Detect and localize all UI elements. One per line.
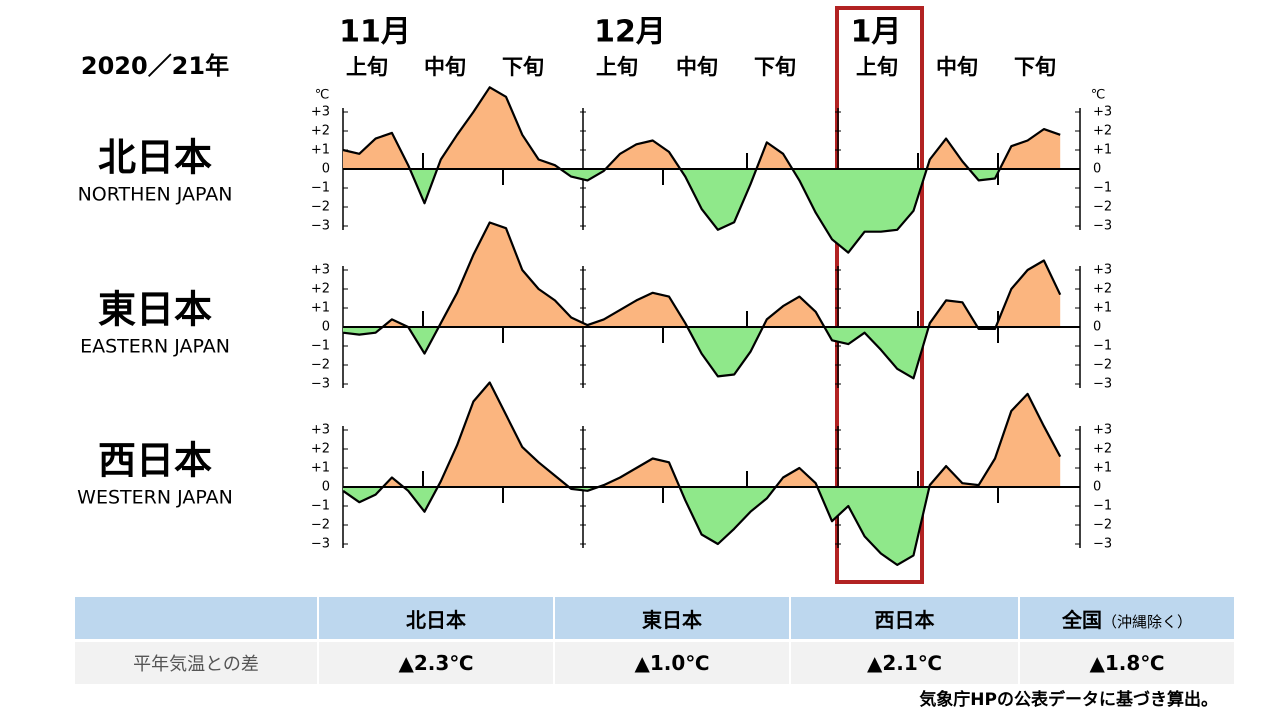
y-tick-label: −1 <box>1093 339 1112 354</box>
value-cell: ▲2.3℃ <box>317 640 554 687</box>
y-tick-label: +2 <box>1093 442 1112 457</box>
y-tick-label: 0 <box>1093 320 1101 335</box>
y-tick-label: +3 <box>1093 263 1112 278</box>
panel-subtitle: EASTERN JAPAN <box>80 336 230 358</box>
y-tick-label: +1 <box>1093 143 1112 158</box>
y-tick-label: −1 <box>311 181 330 196</box>
y-tick-label: −2 <box>311 200 330 215</box>
dekad-label: 上旬 <box>346 55 388 79</box>
y-tick-label: −2 <box>311 518 330 533</box>
y-tick-label: −2 <box>311 358 330 373</box>
y-tick-label: +3 <box>1093 105 1112 120</box>
panel-title: 北日本 <box>98 136 212 180</box>
y-tick-label: +3 <box>311 263 330 278</box>
y-tick-label: 0 <box>322 320 330 335</box>
dekad-label: 上旬 <box>596 55 638 79</box>
y-tick-label: −3 <box>1093 537 1112 552</box>
header-cell: 東日本 <box>553 597 790 642</box>
dekad-label: 中旬 <box>676 55 718 79</box>
y-tick-label: −2 <box>1093 518 1112 533</box>
value-cell: ▲1.0℃ <box>553 640 790 687</box>
y-tick-label: +1 <box>311 461 330 476</box>
row-label: 平年気温との差 <box>73 640 318 687</box>
y-tick-label: −1 <box>311 339 330 354</box>
y-tick-label: 0 <box>322 480 330 495</box>
y-tick-label: 0 <box>1093 162 1101 177</box>
panel-subtitle: WESTERN JAPAN <box>77 487 233 509</box>
positive-area <box>343 222 1061 327</box>
header-note: （沖縄除く） <box>1101 612 1192 631</box>
y-tick-label: +1 <box>311 301 330 316</box>
footnote: 気象庁HPの公表データに基づき算出。 <box>919 690 1218 710</box>
y-tick-label: −3 <box>311 219 330 234</box>
y-tick-label: +2 <box>311 124 330 139</box>
y-tick-label: −3 <box>311 537 330 552</box>
header-text: 全国 <box>1061 607 1102 632</box>
y-tick-label: +2 <box>1093 282 1112 297</box>
month-label: 12月 <box>594 15 666 50</box>
y-tick-label: 0 <box>1093 480 1101 495</box>
y-tick-label: −3 <box>1093 219 1112 234</box>
unit-label: ℃ <box>315 88 330 103</box>
y-tick-label: −3 <box>1093 377 1112 392</box>
month-label: 1月 <box>851 15 902 50</box>
y-tick-label: +2 <box>311 442 330 457</box>
y-tick-label: +1 <box>1093 301 1112 316</box>
anomaly-line <box>342 86 1061 254</box>
header-cell: 全国（沖縄除く） <box>1018 597 1234 642</box>
y-tick-label: +2 <box>1093 124 1112 139</box>
highlight-box <box>835 6 924 584</box>
dekad-label: 下旬 <box>1014 55 1056 79</box>
y-tick-label: +2 <box>311 282 330 297</box>
panel-subtitle: NORTHEN JAPAN <box>78 184 233 206</box>
dekad-label: 下旬 <box>502 55 544 79</box>
y-tick-label: −2 <box>1093 358 1112 373</box>
y-tick-label: −1 <box>311 499 330 514</box>
dekad-label: 下旬 <box>754 55 796 79</box>
value-cell: ▲1.8℃ <box>1018 640 1234 687</box>
year-label: 2020／21年 <box>81 52 229 80</box>
positive-area <box>343 382 1061 487</box>
dekad-label: 上旬 <box>856 55 898 79</box>
y-tick-label: +3 <box>311 423 330 438</box>
y-tick-label: 0 <box>322 162 330 177</box>
y-tick-label: −1 <box>1093 499 1112 514</box>
y-tick-label: +3 <box>311 105 330 120</box>
panel-title: 東日本 <box>98 288 212 332</box>
y-tick-label: −3 <box>311 377 330 392</box>
negative-area <box>343 487 1061 565</box>
month-label: 11月 <box>339 15 411 50</box>
y-tick-label: −2 <box>1093 200 1112 215</box>
header-cell: 西日本 <box>789 597 1019 642</box>
unit-label: ℃ <box>1091 88 1106 103</box>
panel-title: 西日本 <box>98 439 212 483</box>
positive-area <box>343 87 1061 169</box>
summary-table: 北日本 東日本 西日本 全国（沖縄除く） 平年気温との差 ▲2.3℃ ▲1.0℃… <box>73 597 1234 687</box>
y-tick-label: +1 <box>311 143 330 158</box>
y-tick-label: +1 <box>1093 461 1112 476</box>
y-tick-label: −1 <box>1093 181 1112 196</box>
y-tick-label: +3 <box>1093 423 1112 438</box>
dekad-label: 中旬 <box>424 55 466 79</box>
value-cell: ▲2.1℃ <box>789 640 1019 687</box>
dekad-label: 中旬 <box>936 55 978 79</box>
empty-cell <box>73 597 318 642</box>
anomaly-line <box>342 381 1062 566</box>
header-cell: 北日本 <box>317 597 554 642</box>
anomaly-line <box>342 221 1062 380</box>
